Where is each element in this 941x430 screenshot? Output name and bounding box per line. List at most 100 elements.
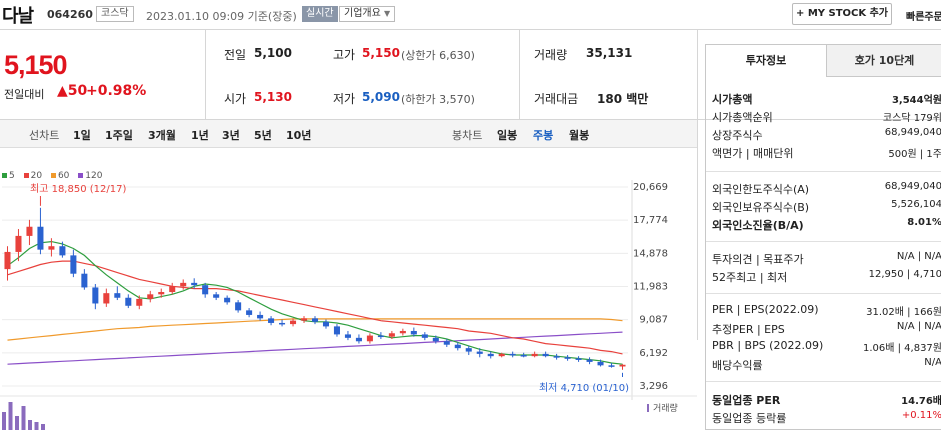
quick-order-link[interactable]: 빠른주문: [906, 12, 941, 23]
section-divider: [706, 293, 941, 294]
candle-body: [202, 285, 209, 295]
info-row: 시가총액순위 코스닥 179위: [712, 107, 941, 125]
chart-toolbar: 선차트 1일 1주일 3개월 1년 3년 5년 10년 봉차트 일봉 주봉 월봉: [0, 120, 697, 148]
low-value: 5,090: [362, 90, 400, 104]
ma120-line: [7, 331, 623, 365]
candle-body: [311, 318, 319, 322]
candle-body: [26, 226, 33, 236]
lower-limit: (하한가 3,570): [401, 93, 475, 106]
legend-ma60: 60: [50, 171, 69, 181]
candle-body: [520, 355, 527, 357]
candle-body: [553, 356, 560, 358]
candle-body: [619, 364, 626, 367]
market-badge: 코스닥: [96, 6, 134, 22]
info-row: 52주최고 | 최저 12,950 | 4,710: [712, 267, 941, 285]
info-label: 동일업종 PER: [712, 394, 781, 407]
period-1d[interactable]: 1일: [73, 129, 91, 142]
candle-body: [399, 330, 406, 334]
volume-legend-swatch: [647, 404, 649, 412]
candle-body: [465, 348, 472, 352]
candle-body: [454, 344, 461, 349]
live-badge[interactable]: 실시간: [302, 6, 338, 22]
legend-ma20: 20: [23, 171, 42, 181]
candle-weekly[interactable]: 주봉: [533, 129, 554, 142]
candle-body: [92, 287, 99, 304]
price-panel: 5,150 전일대비 ▲50 +0.98%: [0, 30, 941, 120]
tab-investment-info[interactable]: 투자정보: [706, 45, 826, 77]
legend-ma120: 120: [78, 171, 102, 181]
period-5y[interactable]: 5년: [254, 129, 272, 142]
add-mystock-button[interactable]: + MY STOCK 추가: [792, 3, 892, 25]
info-label: 시가총액: [712, 93, 753, 106]
volume-bar: [41, 424, 45, 430]
period-10y[interactable]: 10년: [286, 129, 312, 142]
info-row: 외국인보유주식수(B) 5,526,104: [712, 197, 941, 215]
stock-code: 064260: [47, 8, 93, 21]
info-value: +0.11%: [901, 410, 941, 421]
info-label: 투자의견 | 목표주가: [712, 253, 804, 266]
section-divider: [706, 381, 941, 382]
candle-daily[interactable]: 일봉: [497, 129, 518, 142]
upper-limit: (상한가 6,630): [401, 49, 475, 62]
candle-body: [388, 333, 395, 337]
volume-bar: [21, 406, 26, 430]
candle-body: [81, 273, 88, 288]
candle-body: [476, 351, 483, 354]
candle-body: [103, 293, 110, 304]
candle-body: [432, 337, 439, 342]
info-label: 동일업종 등락률: [712, 412, 787, 425]
candle-body: [48, 246, 55, 250]
chart-canvas[interactable]: 20,66917,77414,87811,9839,0876,1923,296 …: [0, 160, 697, 430]
candle-body: [268, 318, 275, 323]
legend-ma5: 5: [2, 171, 15, 181]
prev-close-value: 5,100: [254, 46, 292, 60]
period-3m[interactable]: 3개월: [148, 129, 176, 142]
candle-chart[interactable]: 5 20 60 120 20,669 17,774 14,878 11,983 9,08…: [0, 160, 697, 430]
period-1w[interactable]: 1주일: [105, 129, 133, 142]
change-amount: ▲50: [57, 83, 88, 99]
candle-body: [421, 334, 428, 338]
candle-body: [333, 326, 340, 335]
company-info-dropdown[interactable]: 기업개요 ▼: [339, 6, 396, 22]
candle-chart-label: 봉차트: [452, 129, 483, 142]
change-percent: +0.98%: [86, 83, 147, 99]
candle-body: [575, 358, 582, 360]
info-row: 동일업종 등락률 +0.11%: [712, 408, 941, 426]
info-value: 68,949,040: [884, 127, 941, 138]
divider: [697, 30, 698, 340]
candle-body: [498, 353, 505, 357]
volume-bar: [2, 412, 6, 430]
y-tick-label: 9,087: [639, 315, 668, 326]
info-row: 추정PER | EPS N/A | N/A: [712, 319, 941, 337]
candle-body: [597, 361, 604, 366]
period-3y[interactable]: 3년: [222, 129, 240, 142]
period-1y[interactable]: 1년: [191, 129, 209, 142]
candle-body: [443, 341, 450, 345]
candle-body: [377, 335, 384, 338]
candle-body: [410, 330, 417, 335]
line-chart-label: 선차트: [29, 129, 60, 142]
candle-monthly[interactable]: 월봉: [569, 129, 590, 142]
change-label: 전일대비: [4, 88, 45, 101]
candle-body: [344, 334, 351, 338]
ma5-line: [7, 240, 623, 365]
info-row: PER | EPS(2022.09) 31.02배 | 166원: [712, 301, 941, 319]
volume-bar: [34, 422, 39, 430]
info-value: 8.01%: [907, 217, 941, 228]
volume-value: 35,131: [586, 46, 633, 60]
trade-value-label: 거래대금: [534, 92, 579, 106]
info-label: 상장주식수: [712, 129, 763, 142]
volume-bar: [28, 420, 32, 430]
tab-orderbook-10[interactable]: 호가 10단계: [826, 45, 941, 77]
candle-body: [224, 297, 231, 303]
info-value: 3,544억원: [891, 95, 941, 106]
info-value: 14.76배: [901, 396, 941, 407]
info-label: 52주최고 | 최저: [712, 271, 788, 284]
high-value: 5,150: [362, 46, 400, 60]
candle-body: [586, 359, 593, 362]
y-tick-label: 6,192: [639, 348, 668, 359]
trade-value: 180 백만: [597, 92, 649, 106]
candle-body: [4, 251, 11, 270]
chevron-down-icon: ▼: [384, 9, 391, 18]
low-annotation: 최저 4,710 (01/10): [539, 382, 629, 394]
